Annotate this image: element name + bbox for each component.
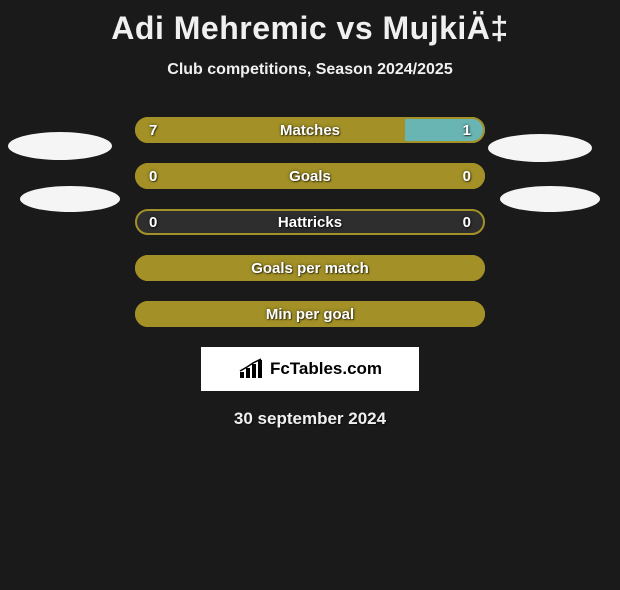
stat-bar-row: Hattricks00 — [135, 209, 485, 235]
avatar-placeholder — [500, 186, 600, 212]
comparison-subtitle: Club competitions, Season 2024/2025 — [0, 61, 620, 79]
stat-bar-right-segment — [135, 209, 485, 235]
stat-bar-track — [135, 209, 485, 235]
stat-bar-left-segment — [135, 301, 485, 327]
stat-bar-left-segment — [135, 255, 485, 281]
comparison-title: Adi Mehremic vs MujkiÄ‡ — [0, 10, 620, 47]
avatar-placeholder — [20, 186, 120, 212]
snapshot-date: 30 september 2024 — [0, 409, 620, 429]
stat-bar-left-segment — [135, 117, 405, 143]
stat-bar-row: Min per goal — [135, 301, 485, 327]
avatar-placeholder — [488, 134, 592, 162]
stat-bar-row: Goals00 — [135, 163, 485, 189]
stat-bar-right-segment — [405, 117, 486, 143]
bar-chart-icon — [238, 358, 264, 380]
source-logo: FcTables.com — [201, 347, 419, 391]
stat-bar-track — [135, 301, 485, 327]
avatar-placeholder — [8, 132, 112, 160]
stat-bar-row: Goals per match — [135, 255, 485, 281]
stat-bar-track — [135, 163, 485, 189]
stat-bar-track — [135, 117, 485, 143]
stat-bar-row: Matches71 — [135, 117, 485, 143]
stat-bar-track — [135, 255, 485, 281]
stat-bar-left-segment — [135, 163, 485, 189]
source-logo-text: FcTables.com — [270, 359, 382, 379]
